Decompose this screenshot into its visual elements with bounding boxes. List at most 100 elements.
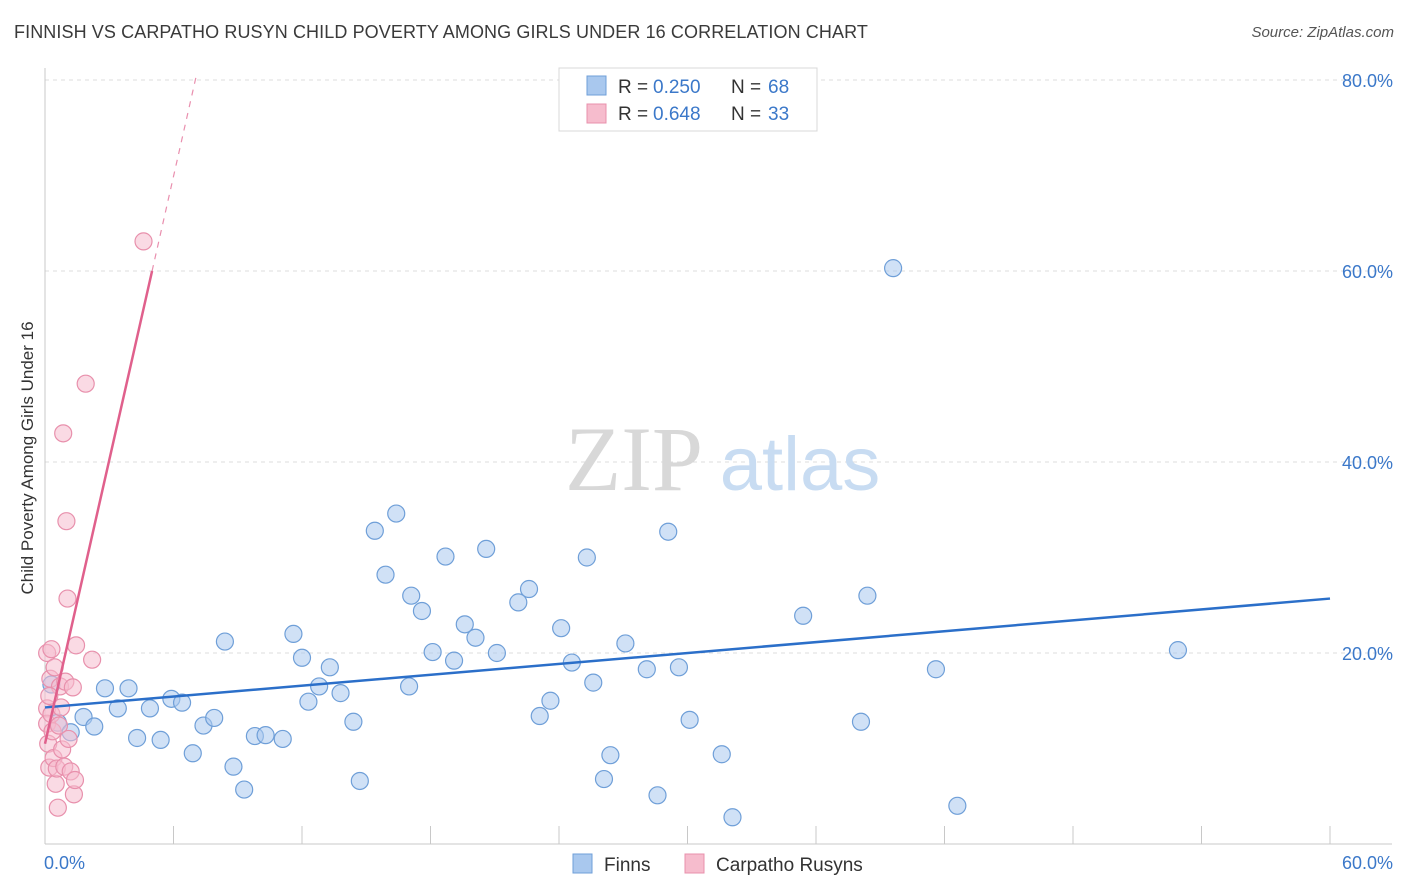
finns-point [235, 780, 254, 799]
rusyn-point [83, 650, 102, 669]
gridlines [45, 79, 1392, 654]
rusyn-point [42, 640, 61, 659]
finns-point [794, 606, 813, 625]
finns-point [648, 786, 667, 805]
legend-bottom-finns-swatch [572, 853, 593, 874]
finns-point [659, 522, 678, 541]
y-tick-label: 80.0% [1342, 71, 1393, 91]
legend-bottom-rusyn-swatch [684, 853, 705, 874]
finns-point [108, 699, 127, 718]
rusyn-point [54, 424, 73, 443]
rusyn-point [134, 232, 153, 251]
finns-point [292, 648, 312, 667]
x-tick-label-min: 0.0% [44, 853, 85, 873]
finns-point [436, 547, 455, 566]
rusyn-point [65, 770, 85, 790]
source-credit: Source: ZipAtlas.com [1251, 24, 1394, 41]
finns-point [1168, 641, 1188, 660]
finns-point [215, 632, 234, 651]
finns-point [519, 579, 539, 599]
finns-point [530, 706, 549, 726]
legend-rusyn-n-value: 33 [768, 104, 789, 125]
tick-labels: 20.0% 40.0% 60.0% 80.0% 0.0% 60.0% [44, 71, 1393, 873]
finns-point [85, 717, 104, 736]
finns-point [601, 746, 620, 765]
x-tick-label-max: 60.0% [1342, 853, 1393, 873]
legend-rusyn-swatch [586, 103, 607, 124]
finns-point [273, 729, 292, 749]
rusyn-point [48, 798, 67, 817]
finns-point [331, 684, 350, 703]
finns-point [423, 642, 442, 662]
finns-point [926, 660, 946, 679]
watermark-atlas: atlas [720, 422, 881, 507]
legend-finns-n-label: N = [731, 77, 761, 98]
finns-point [284, 624, 303, 644]
rusyn-point [58, 589, 77, 608]
finns-point [151, 730, 170, 750]
series-finns-points [42, 259, 1188, 827]
finns-point [509, 593, 528, 612]
watermark-zip: ZIP [565, 408, 703, 510]
legend-rusyn-r-label: R = [618, 104, 648, 125]
finns-point [712, 745, 731, 764]
finns-point [183, 744, 202, 763]
rusyn-point [46, 774, 65, 793]
legend-bottom-rusyn-label: Carpatho Rusyns [716, 855, 863, 876]
finns-point [444, 651, 464, 670]
finns-point [205, 708, 224, 728]
finns-point [376, 565, 395, 584]
finns-point [387, 504, 406, 523]
finns-point [299, 692, 318, 711]
finns-point [858, 586, 877, 605]
finns-point [594, 769, 614, 789]
finns-point [320, 658, 339, 677]
y-tick-label: 20.0% [1342, 644, 1393, 664]
rusyn-point [49, 716, 69, 735]
legend-finns-swatch [586, 75, 607, 96]
finns-point [172, 693, 192, 712]
legend-stats: R = 0.250 N = 68 R = 0.648 N = 33 [558, 67, 818, 132]
trend-line-finns [44, 597, 1331, 709]
rusyn-point [66, 636, 86, 655]
rusyn-point [40, 686, 59, 706]
finns-point [851, 712, 871, 731]
finns-point [256, 726, 275, 745]
finns-point [541, 691, 560, 710]
finns-point [95, 679, 115, 698]
finns-point [552, 619, 571, 638]
finns-point [723, 808, 742, 827]
finns-point [487, 643, 506, 663]
watermark: ZIP atlas [565, 408, 880, 510]
finns-point [577, 548, 596, 567]
rusyn-point [59, 729, 78, 749]
axes [44, 68, 1392, 845]
trend-line-rusyn-extension [151, 72, 198, 272]
finns-point [637, 660, 656, 679]
legend-bottom-finns-label: Finns [604, 855, 650, 876]
rusyn-point [63, 678, 82, 697]
legend-rusyn-n-label: N = [731, 104, 761, 125]
series-rusyn-points [38, 232, 153, 817]
y-tick-label: 40.0% [1342, 453, 1393, 473]
finns-point [616, 634, 635, 653]
trend-line-rusyn [43, 270, 154, 745]
finns-point [455, 615, 474, 634]
y-tick-label: 60.0% [1342, 262, 1393, 282]
finns-point [119, 679, 138, 698]
legend-finns-r-label: R = [618, 77, 648, 98]
finns-point [350, 771, 369, 791]
finns-point [402, 586, 421, 605]
finns-point [948, 796, 967, 815]
rusyn-point [76, 374, 95, 393]
legend-rusyn-r-value: 0.648 [653, 104, 701, 125]
legend-finns-r-value: 0.250 [653, 77, 701, 98]
rusyn-point [57, 512, 76, 531]
finns-point [344, 712, 363, 731]
finns-point [224, 757, 243, 776]
finns-point [584, 673, 603, 692]
finns-point [883, 259, 903, 278]
finns-point [669, 658, 689, 677]
finns-point [477, 539, 496, 559]
